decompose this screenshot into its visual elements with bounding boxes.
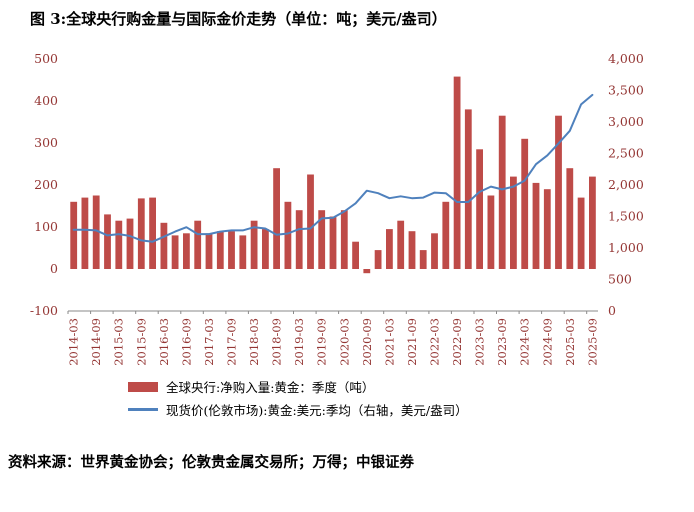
line-series-swatch xyxy=(128,408,158,411)
x-axis-tick-label: 2020-03 xyxy=(337,318,351,366)
bar xyxy=(476,149,483,269)
legend-item-bars: 全球央行:净购入量:黄金：季度（吨） xyxy=(128,375,694,398)
bar xyxy=(171,235,179,269)
legend-item-line: 现货价(伦敦市场):黄金:美元:季均（右轴，美元/盎司） xyxy=(128,398,694,421)
bar xyxy=(453,76,461,269)
bar xyxy=(239,235,247,269)
bar xyxy=(149,197,156,269)
chart-canvas: 500 400 300 200 100 0 -100 4,000 3,500 3,000 2,500… xyxy=(30,51,644,366)
x-axis-tick-label: 2016-09 xyxy=(179,318,193,366)
right-axis-tick-label: 2,500 xyxy=(608,146,644,161)
x-axis-tick-label: 2019-09 xyxy=(315,318,329,366)
bar xyxy=(250,220,258,269)
x-axis-tick-label: 2015-03 xyxy=(112,318,126,366)
bar xyxy=(363,269,371,274)
bar xyxy=(307,174,314,269)
bar xyxy=(543,189,551,269)
bar xyxy=(589,176,596,269)
bar xyxy=(521,138,529,269)
bar xyxy=(284,201,292,269)
x-axis-tick-label: 2018-03 xyxy=(247,318,261,366)
bar xyxy=(104,214,111,269)
bar xyxy=(329,216,337,269)
bar xyxy=(408,231,416,269)
bar xyxy=(397,220,405,269)
right-axis-tick-label: 0 xyxy=(608,303,616,318)
legend-label-line: 现货价(伦敦市场):黄金:美元:季均（右轴，美元/盎司） xyxy=(166,403,468,418)
right-axis-tick-label: 1,000 xyxy=(608,240,644,255)
x-axis-tick-label: 2018-09 xyxy=(270,318,284,366)
source-note: 资料来源：世界黄金协会；伦敦贵金属交易所；万得；中银证券 xyxy=(8,454,414,471)
chart-title: 图 3:全球央行购金量与国际金价走势（单位：吨；美元/盎司） xyxy=(30,10,447,28)
x-axis-tick-label: 2024-03 xyxy=(518,318,532,366)
chart-legend: 全球央行:净购入量:黄金：季度（吨） 现货价(伦敦市场):黄金:美元:季均（右轴… xyxy=(128,375,694,421)
bar-series-swatch xyxy=(128,381,158,392)
right-axis-tick-label: 3,000 xyxy=(608,114,644,129)
bar xyxy=(160,222,168,269)
bar xyxy=(273,168,280,269)
x-axis-tick-label: 2020-09 xyxy=(360,318,374,366)
x-axis-tick-label: 2024-09 xyxy=(540,318,554,366)
right-axis-tick-label: 3,500 xyxy=(608,83,644,98)
left-axis-tick-label: -100 xyxy=(30,303,58,318)
left-axis-tick-label: 400 xyxy=(34,93,58,108)
x-axis-tick-label: 2019-03 xyxy=(292,318,306,366)
bar xyxy=(464,109,472,270)
bar xyxy=(81,197,89,269)
bar xyxy=(566,168,574,269)
bar xyxy=(216,231,224,269)
bar xyxy=(442,201,450,269)
bar xyxy=(498,115,506,269)
x-axis-tick-label: 2022-03 xyxy=(428,318,442,366)
x-axis-tick-label: 2017-03 xyxy=(202,318,216,366)
bar xyxy=(70,201,78,269)
bar xyxy=(340,210,348,269)
x-axis-tick-label: 2023-09 xyxy=(495,318,509,366)
bar xyxy=(555,115,562,269)
left-axis-tick-label: 500 xyxy=(34,51,58,66)
bar xyxy=(126,218,134,269)
bar xyxy=(228,231,235,269)
bar xyxy=(419,250,427,269)
x-axis-tick-label: 2025-03 xyxy=(563,318,577,366)
x-axis-tick-label: 2022-09 xyxy=(450,318,464,366)
bar xyxy=(487,195,495,269)
left-axis-tick-label: 200 xyxy=(34,177,58,192)
x-axis-tick-label: 2014-03 xyxy=(67,318,81,366)
bar xyxy=(295,210,303,269)
x-axis-tick-label: 2021-09 xyxy=(405,318,419,366)
left-axis-tick-label: 100 xyxy=(34,219,58,234)
bar xyxy=(115,220,123,269)
price-line xyxy=(72,93,594,243)
x-axis-tick-label: 2014-09 xyxy=(89,318,103,366)
bar xyxy=(577,197,585,269)
legend-label-bars: 全球央行:净购入量:黄金：季度（吨） xyxy=(166,380,375,395)
right-axis-tick-label: 2,000 xyxy=(608,177,644,192)
x-axis-tick-label: 2021-03 xyxy=(382,318,396,366)
left-axis-tick-label: 0 xyxy=(50,261,58,276)
bar xyxy=(352,241,359,269)
bar xyxy=(532,182,540,269)
bar xyxy=(92,195,100,269)
bar xyxy=(510,176,517,269)
x-axis-tick-label: 2017-09 xyxy=(225,318,239,366)
left-axis-tick-label: 300 xyxy=(34,135,58,150)
x-axis-tick-label: 2023-03 xyxy=(473,318,487,366)
bar xyxy=(194,220,202,269)
x-axis-tick-label: 2025-09 xyxy=(585,318,599,366)
bar xyxy=(137,198,145,269)
bar xyxy=(318,210,326,269)
bar xyxy=(262,229,269,269)
bar xyxy=(183,233,190,269)
bar xyxy=(386,229,393,269)
x-axis-tick-label: 2016-03 xyxy=(157,318,171,366)
right-axis-tick-label: 4,000 xyxy=(608,51,644,66)
bar xyxy=(431,233,438,269)
bar xyxy=(205,233,213,269)
right-axis-tick-label: 1,500 xyxy=(608,209,644,224)
bar xyxy=(374,250,382,269)
x-axis-tick-label: 2015-09 xyxy=(134,318,148,366)
right-axis-tick-label: 500 xyxy=(608,272,632,287)
